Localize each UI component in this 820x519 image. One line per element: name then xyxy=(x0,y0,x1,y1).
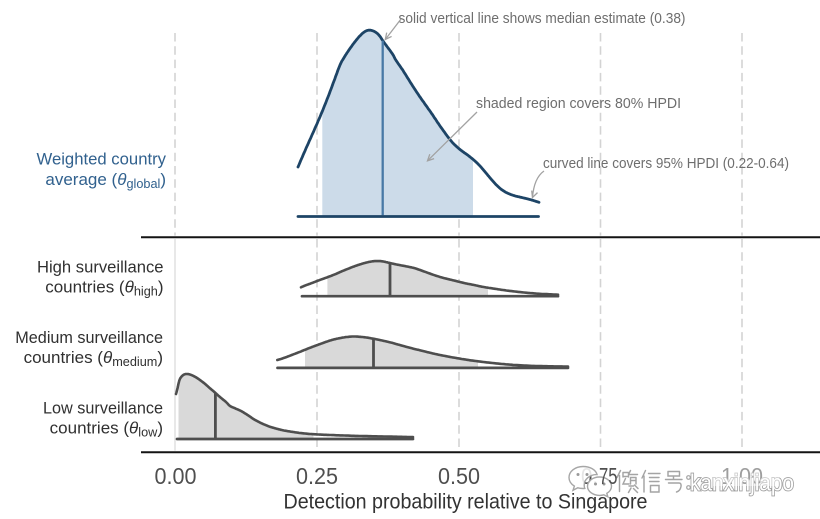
svg-text:75: 75 xyxy=(599,463,618,489)
svg-text:Detection probability relative: Detection probability relative to Singap… xyxy=(284,490,648,514)
svg-text:kanxinjiapo: kanxinjiapo xyxy=(690,470,794,496)
svg-text:Medium surveillance: Medium surveillance xyxy=(15,328,163,347)
svg-text:1.00: 1.00 xyxy=(721,463,763,489)
svg-text:solid vertical line shows medi: solid vertical line shows median estimat… xyxy=(399,11,686,27)
svg-text:Weighted country: Weighted country xyxy=(37,150,167,169)
svg-text:Low surveillance: Low surveillance xyxy=(43,399,163,418)
svg-text:High surveillance: High surveillance xyxy=(37,258,164,277)
svg-text:0.25: 0.25 xyxy=(296,463,338,489)
svg-text:0.50: 0.50 xyxy=(438,463,480,489)
svg-text:curved line covers 95% HPDI (0: curved line covers 95% HPDI (0.22-0.64) xyxy=(543,156,789,172)
svg-text:countries (θlow): countries (θlow) xyxy=(50,419,163,440)
svg-text:shaded region covers 80% HPDI: shaded region covers 80% HPDI xyxy=(476,96,681,112)
svg-text:0.00: 0.00 xyxy=(155,463,197,489)
